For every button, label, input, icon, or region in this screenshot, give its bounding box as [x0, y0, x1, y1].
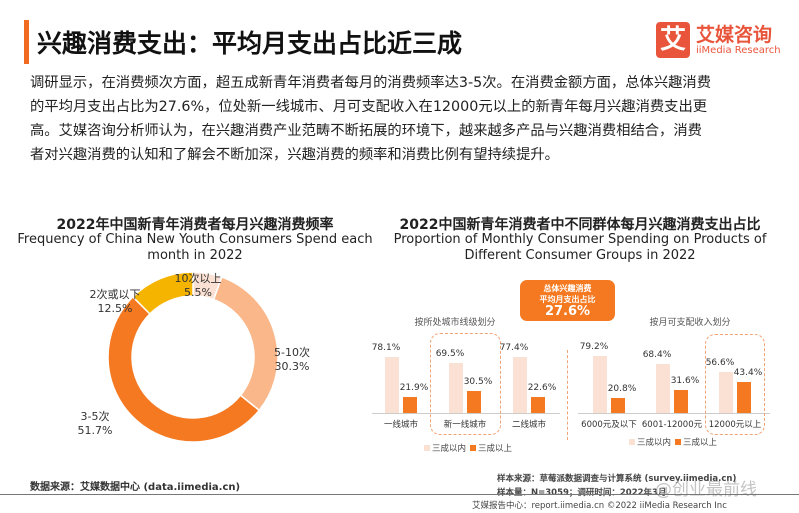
- legend-swatch-dark: [470, 445, 477, 451]
- bar-value-label: 77.4%: [499, 343, 529, 354]
- badge-value: 27.6%: [544, 304, 591, 319]
- bar: [719, 372, 733, 413]
- bar-value-label: 79.2%: [579, 341, 609, 352]
- paragraph-line: 调研显示，在消费频次方面，超五成新青年消费者每月的消费频率达3-5次。在消费金额…: [30, 75, 712, 91]
- logo-icon: 艾: [656, 22, 690, 58]
- bar-value-label: 30.5%: [463, 377, 493, 388]
- highlight-box: [430, 333, 501, 435]
- category-label: 12000元以上: [708, 420, 762, 430]
- donut-chart: [107, 271, 279, 443]
- donut-chart-title: 2022年中国新青年消费者每月兴趣消费频率: [56, 217, 334, 233]
- bar: [449, 362, 463, 413]
- page-title: 兴趣消费支出：平均月支出占比近三成: [37, 29, 463, 58]
- bar: [611, 398, 625, 413]
- donut-chart-subtitle: Frequency of China New Youth Consumers S…: [17, 232, 373, 263]
- bar-value-label: 69.5%: [435, 348, 465, 359]
- data-source: 数据来源：艾媒数据中心 (data.iimedia.cn): [30, 482, 241, 493]
- sample-source: 样本来源：草莓派数据调查与计算系统 (survey.iimedia.cn): [497, 474, 737, 484]
- bar: [385, 356, 399, 413]
- title-accent-bar: [24, 20, 29, 64]
- bar-value-label: 56.6%: [705, 358, 735, 369]
- legend-label: 三成以上: [683, 438, 718, 448]
- group-divider: [567, 350, 568, 440]
- bar: [531, 396, 545, 413]
- bar-chart-subtitle: Proportion of Monthly Consumer Spending …: [393, 232, 767, 263]
- category-label: 新一线城市: [443, 420, 487, 430]
- overall-average-badge: 总体兴趣消费 平均月支出占比 27.6%: [520, 280, 615, 321]
- legend-city: 三成以内 三成以上: [420, 442, 512, 454]
- logo-text-en: iiMedia Research: [696, 45, 781, 56]
- legend-income: 三成以内 三成以上: [625, 436, 717, 448]
- slice-label-5-10: 5-10次 30.3%: [274, 346, 310, 373]
- bar-value-label: 21.9%: [399, 383, 429, 394]
- bar: [674, 390, 688, 413]
- legend-swatch-dark: [675, 439, 682, 445]
- logo-text-cn: 艾媒咨询: [696, 24, 773, 46]
- donut-slice: [131, 271, 194, 315]
- bar: [737, 381, 751, 413]
- bar: [656, 363, 670, 413]
- report-footer: 艾媒报告中心：report.iimedia.cn ©2022 iiMedia R…: [472, 501, 727, 511]
- legend-swatch-light: [424, 445, 430, 451]
- bar-value-label: 22.6%: [527, 382, 557, 393]
- bar: [403, 397, 417, 413]
- group-title-income: 按月可支配收入划分: [649, 318, 731, 328]
- baseline: [372, 413, 560, 414]
- bar: [513, 357, 527, 413]
- watermark: @创业最前线: [655, 480, 757, 500]
- bar: [593, 355, 607, 413]
- legend-label: 三成以上: [478, 444, 513, 454]
- paragraph-line: 的平均月支出占比为27.6%，位处新一线城市、月可支配收入在12000元以上的新…: [30, 99, 708, 115]
- bar-value-label: 68.4%: [642, 349, 672, 360]
- group-title-city: 按所处城市线级划分: [414, 318, 496, 328]
- summary-paragraph: 调研显示，在消费频次方面，超五成新青年消费者每月的消费频率达3-5次。在消费金额…: [30, 71, 780, 167]
- footer-divider: [0, 494, 799, 495]
- slice-label-2-or-less: 2次或以下 12.5%: [89, 288, 141, 315]
- bar-chart-title: 2022中国新青年消费者中不同群体每月兴趣消费支出占比: [399, 217, 761, 233]
- category-label: 6001-12000元: [641, 420, 703, 430]
- bar-value-label: 31.6%: [670, 376, 700, 387]
- baseline: [578, 413, 770, 414]
- paragraph-line: 高。艾媒咨询分析师认为，在兴趣消费产业范畴不断拓展的环境下，越来越多产品与兴趣消…: [30, 123, 702, 139]
- legend-label: 三成以内: [432, 444, 467, 454]
- highlight-box: [705, 334, 765, 435]
- legend-label: 三成以内: [637, 438, 672, 448]
- category-label: 6000元及以下: [581, 420, 637, 430]
- donut-slice: [107, 295, 261, 443]
- category-label: 二线城市: [511, 420, 547, 430]
- sample-size: 样本量：N=3059；调研时间：2022年3月: [497, 488, 667, 498]
- badge-line: 平均月支出占比: [539, 295, 596, 304]
- bar: [467, 391, 481, 413]
- category-label: 一线城市: [383, 420, 419, 430]
- slice-label-10-plus: 10次以上 5.5%: [174, 272, 222, 299]
- badge-line: 总体兴趣消费: [543, 284, 592, 293]
- slice-label-3-5: 3-5次 51.7%: [77, 410, 113, 437]
- bar-value-label: 78.1%: [371, 342, 401, 353]
- bar-value-label: 43.4%: [733, 367, 763, 378]
- legend-swatch-light: [629, 439, 635, 445]
- paragraph-line: 者对兴趣消费的认知和了解会不断加深，兴趣消费的频率和消费比例有望持续提升。: [30, 147, 559, 163]
- bar-value-label: 20.8%: [607, 384, 637, 395]
